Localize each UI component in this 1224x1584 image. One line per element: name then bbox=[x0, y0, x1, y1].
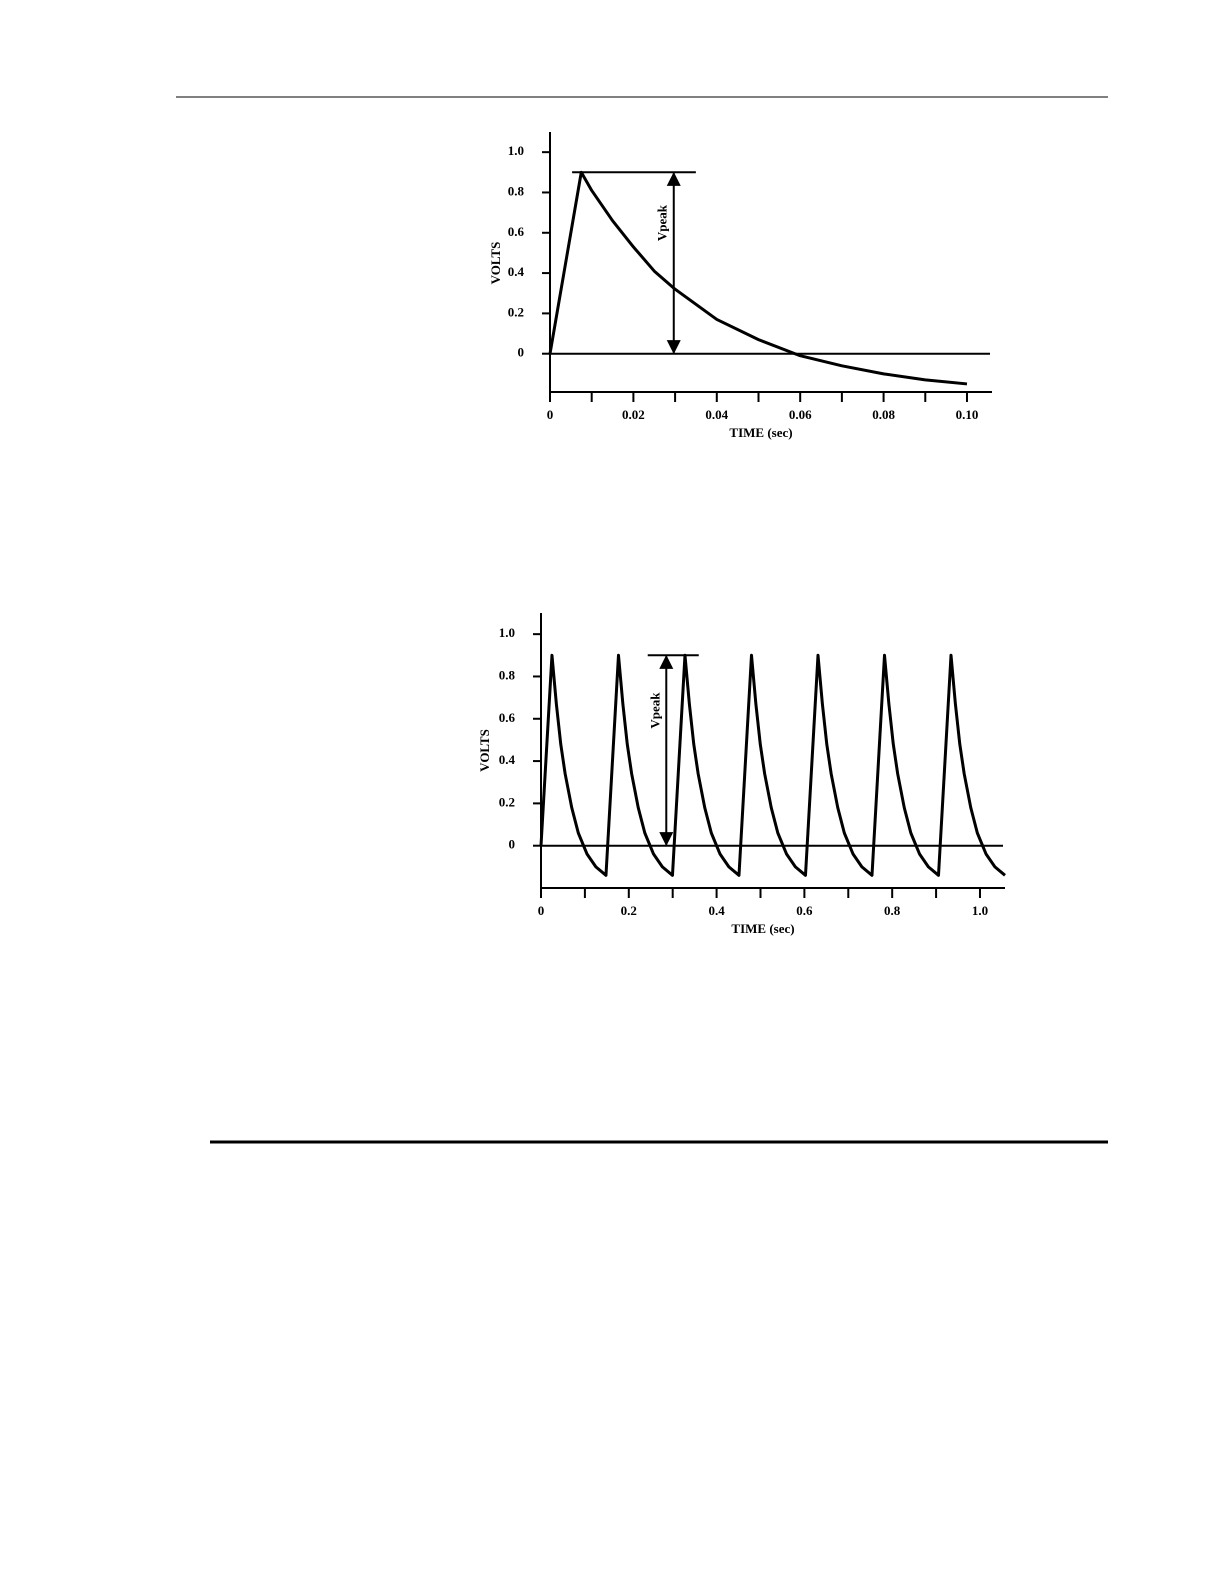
x-tick-label: 0.02 bbox=[622, 407, 645, 422]
x-tick-label: 0.4 bbox=[708, 903, 725, 918]
y-axis-title: VOLTS bbox=[488, 242, 503, 285]
vpeak-label: Vpeak bbox=[655, 204, 670, 241]
y-axis-title: VOLTS bbox=[477, 729, 492, 772]
y-tick-label: 0.8 bbox=[508, 183, 525, 198]
data-line bbox=[539, 653, 1006, 877]
y-tick-label: 1.0 bbox=[508, 143, 524, 158]
x-tick-label: 0.04 bbox=[705, 407, 728, 422]
y-tick-label: 0 bbox=[509, 837, 516, 852]
y-tick-label: 0.2 bbox=[499, 794, 515, 809]
x-tick-label: 0.10 bbox=[956, 407, 979, 422]
x-tick-label: 1.0 bbox=[972, 903, 988, 918]
y-tick-label: 0.6 bbox=[499, 710, 516, 725]
y-tick-label: 0.6 bbox=[508, 224, 525, 239]
y-tick-label: 0 bbox=[518, 345, 525, 360]
x-tick-label: 0 bbox=[547, 407, 554, 422]
x-tick-label: 0 bbox=[538, 903, 545, 918]
vpeak-label: Vpeak bbox=[647, 692, 662, 729]
y-tick-label: 0.4 bbox=[499, 752, 516, 767]
x-axis-title: TIME (sec) bbox=[731, 921, 794, 936]
data-line bbox=[548, 170, 968, 386]
x-tick-label: 0.2 bbox=[621, 903, 637, 918]
x-axis-title: TIME (sec) bbox=[729, 425, 792, 440]
y-tick-label: 0.2 bbox=[508, 304, 524, 319]
x-tick-label: 0.08 bbox=[872, 407, 895, 422]
y-tick-label: 1.0 bbox=[499, 625, 515, 640]
y-tick-label: 0.4 bbox=[508, 264, 525, 279]
y-tick-label: 0.8 bbox=[499, 667, 516, 682]
x-tick-label: 0.06 bbox=[789, 407, 812, 422]
x-tick-label: 0.8 bbox=[884, 903, 901, 918]
x-tick-label: 0.6 bbox=[796, 903, 813, 918]
